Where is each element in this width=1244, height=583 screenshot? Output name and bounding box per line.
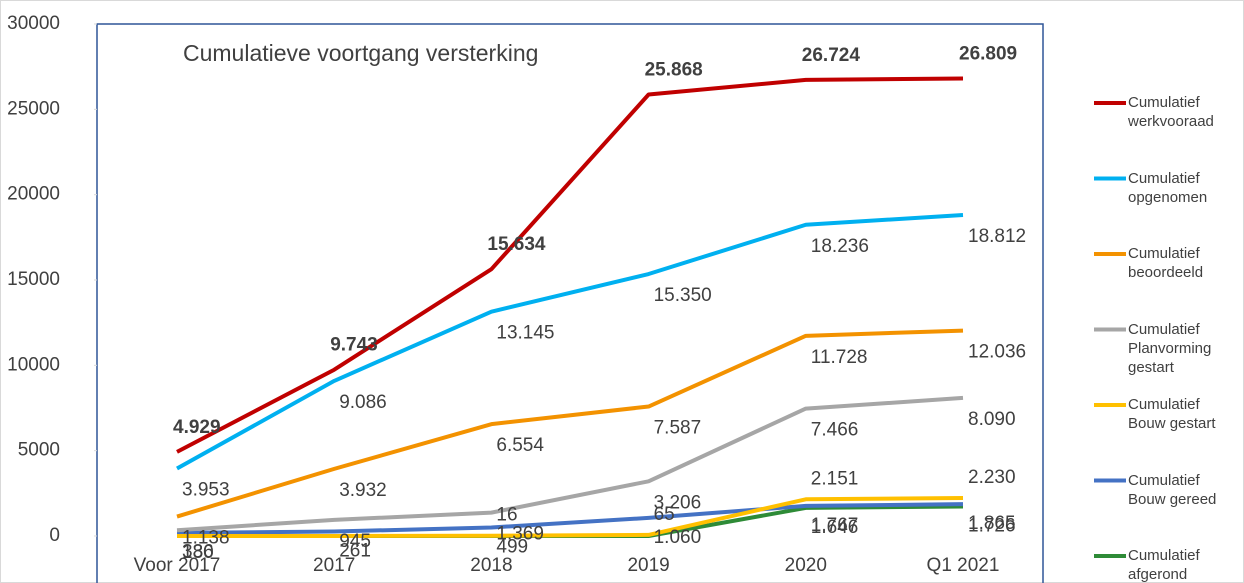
- data-label: 11.728: [811, 347, 868, 368]
- legend-label: Cumulatief Bouw gereed: [1128, 471, 1217, 508]
- x-tick-label: 2017: [313, 555, 355, 576]
- legend-label: Cumulatief werkvooraad: [1128, 94, 1214, 130]
- legend-label: Cumulatief afgerond: [1128, 547, 1200, 583]
- series-line: [176, 395, 964, 533]
- x-tick-label: Q1 2021: [927, 555, 1000, 576]
- data-label: 65: [654, 504, 675, 525]
- data-label: 3.953: [182, 480, 230, 501]
- x-tick-label: 2018: [470, 555, 512, 576]
- data-label: 6.554: [496, 435, 544, 456]
- data-label: 26.724: [802, 45, 861, 66]
- series-line: [176, 502, 964, 535]
- data-label: 2.230: [968, 467, 1016, 488]
- data-label: 2.151: [811, 468, 859, 489]
- series-line: [176, 76, 964, 454]
- x-tick-label: 2020: [785, 555, 827, 576]
- data-label: 26.809: [959, 43, 1017, 64]
- data-label: 18.236: [811, 236, 869, 257]
- data-label: 499: [496, 536, 528, 557]
- data-label: 336: [182, 541, 214, 562]
- data-label: 13.145: [496, 323, 554, 344]
- data-label: 3.932: [339, 480, 387, 501]
- data-label: 4.929: [173, 417, 221, 438]
- y-tick-label: 0: [49, 525, 60, 546]
- data-label: 1.060: [654, 527, 702, 548]
- data-label: 3.206: [654, 492, 702, 513]
- series-line: [176, 212, 964, 471]
- data-label: 7.466: [811, 420, 859, 441]
- data-label: 945: [339, 531, 371, 552]
- y-tick-label: 15000: [7, 269, 60, 290]
- x-tick-label: 2019: [627, 555, 669, 576]
- data-label: 15.350: [654, 285, 712, 306]
- legend-label: Cumulatief Planvorming gestart: [1128, 320, 1212, 376]
- data-label: 1.138: [182, 528, 230, 549]
- y-tick-label: 20000: [7, 184, 60, 205]
- data-label: 1.369: [496, 524, 544, 545]
- data-label: 9.086: [339, 392, 387, 413]
- data-label: 1.646: [811, 517, 859, 538]
- y-tick-label: 30000: [7, 13, 60, 34]
- data-label: 16: [496, 505, 517, 526]
- y-tick-label: 10000: [7, 354, 60, 375]
- plot-border: [96, 23, 1044, 583]
- chart-title: Cumulatieve voortgang versterking: [183, 40, 538, 66]
- legend-label: Cumulatief opgenomen: [1128, 169, 1208, 206]
- legend-label: Cumulatief Bouw gestart: [1128, 396, 1216, 432]
- data-label: 180: [182, 542, 214, 563]
- data-label: 15.634: [487, 234, 546, 255]
- y-tick-label: 25000: [7, 98, 60, 119]
- series-line: [177, 495, 964, 538]
- x-tick-label: Voor 2017: [134, 555, 221, 576]
- legend-label: Cumulatief beoordeeld: [1128, 245, 1204, 281]
- y-tick-label: 5000: [18, 440, 60, 461]
- data-label: 1.865: [968, 513, 1016, 534]
- data-label: 261: [339, 541, 371, 562]
- series-line: [176, 328, 964, 519]
- data-label: 1.726: [968, 516, 1016, 537]
- data-label: 18.812: [968, 226, 1026, 247]
- data-label: 12.036: [968, 342, 1026, 363]
- data-label: 9.743: [330, 335, 378, 356]
- data-label: 25.868: [645, 60, 703, 81]
- data-label: 8.090: [968, 409, 1016, 430]
- data-label: 1.767: [811, 515, 859, 536]
- data-label: 7.587: [654, 418, 702, 439]
